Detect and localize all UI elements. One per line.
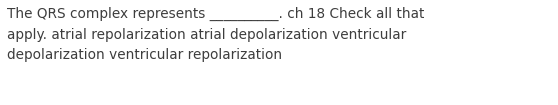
Text: The QRS complex represents __________. ch 18 Check all that
apply. atrial repola: The QRS complex represents __________. c… xyxy=(7,7,425,62)
